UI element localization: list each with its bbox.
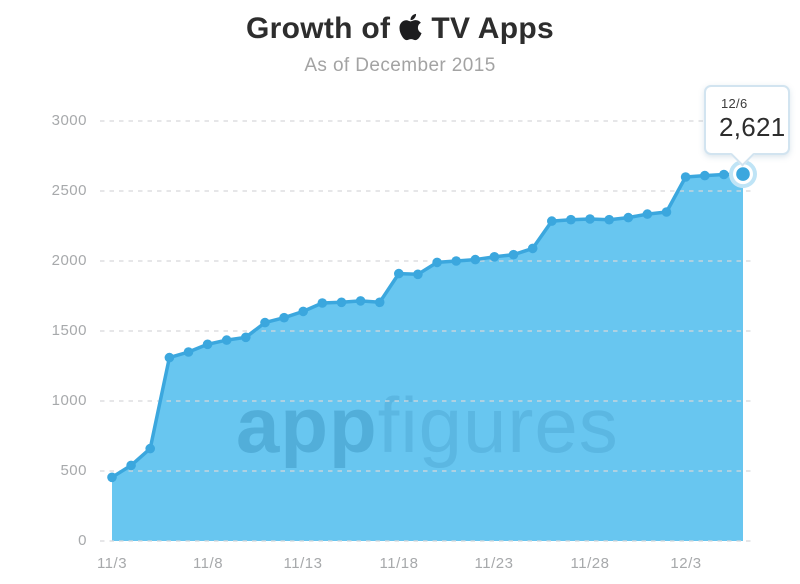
y-axis-tick-label: 1500: [51, 322, 87, 339]
data-point[interactable]: [413, 269, 423, 280]
data-point[interactable]: [604, 214, 614, 225]
data-point[interactable]: [394, 268, 404, 279]
data-point[interactable]: [241, 332, 251, 343]
highlighted-point[interactable]: [736, 167, 750, 181]
data-point[interactable]: [527, 243, 538, 254]
page-title: Growth of TV Apps: [0, 10, 800, 48]
data-point[interactable]: [374, 297, 385, 308]
tooltip-value-label: 2,621: [719, 112, 786, 142]
tooltip: 12/6 2,621: [704, 85, 790, 167]
x-axis-tick-label: 11/8: [192, 555, 224, 572]
data-point[interactable]: [355, 296, 366, 306]
chart-subtitle: As of December 2015: [304, 55, 496, 76]
x-axis-tick-label: 12/3: [670, 555, 702, 572]
data-point[interactable]: [336, 297, 347, 308]
data-point[interactable]: [107, 472, 117, 483]
data-point[interactable]: [642, 209, 653, 219]
data-point[interactable]: [260, 317, 270, 328]
title-suffix: TV Apps: [431, 12, 554, 45]
y-axis-tick-label: 3000: [51, 112, 87, 129]
x-axis-tick-label: 11/3: [96, 555, 128, 572]
data-point[interactable]: [145, 443, 155, 454]
data-point[interactable]: [221, 335, 232, 345]
x-axis-tick-label: 11/28: [570, 555, 610, 572]
y-axis-tick-label: 500: [60, 462, 87, 479]
data-point[interactable]: [680, 172, 691, 182]
data-point[interactable]: [279, 312, 289, 323]
data-point[interactable]: [183, 347, 194, 357]
data-point[interactable]: [432, 257, 442, 268]
title-prefix: Growth of: [245, 12, 391, 45]
data-point[interactable]: [298, 306, 309, 317]
data-point[interactable]: [661, 207, 672, 217]
y-axis-tick-label: 0: [78, 532, 87, 549]
data-point[interactable]: [508, 249, 519, 260]
x-axis-tick-label: 11/13: [283, 555, 323, 572]
data-point[interactable]: [489, 251, 500, 262]
data-point[interactable]: [566, 214, 576, 225]
data-point[interactable]: [470, 254, 481, 265]
tooltip-date-label: 12/6: [721, 96, 748, 111]
data-point[interactable]: [317, 298, 328, 308]
data-point[interactable]: [585, 214, 595, 224]
data-point[interactable]: [719, 169, 729, 180]
apple-logo-icon: [399, 13, 422, 40]
data-point[interactable]: [164, 352, 175, 363]
watermark-text: appfigures: [236, 381, 619, 469]
y-axis-tick-label: 2500: [51, 182, 87, 199]
data-point[interactable]: [700, 170, 710, 181]
y-axis-tick-label: 1000: [51, 392, 87, 409]
x-axis-tick-label: 11/18: [379, 555, 419, 572]
data-point[interactable]: [547, 216, 557, 226]
x-axis-tick-label: 11/23: [474, 555, 514, 572]
data-point[interactable]: [623, 212, 634, 223]
y-axis-tick-label: 2000: [51, 252, 87, 269]
series-line: [110, 172, 745, 480]
area-fill: [112, 174, 743, 541]
data-point[interactable]: [126, 460, 136, 471]
data-point[interactable]: [451, 256, 462, 266]
data-point[interactable]: [202, 339, 213, 350]
